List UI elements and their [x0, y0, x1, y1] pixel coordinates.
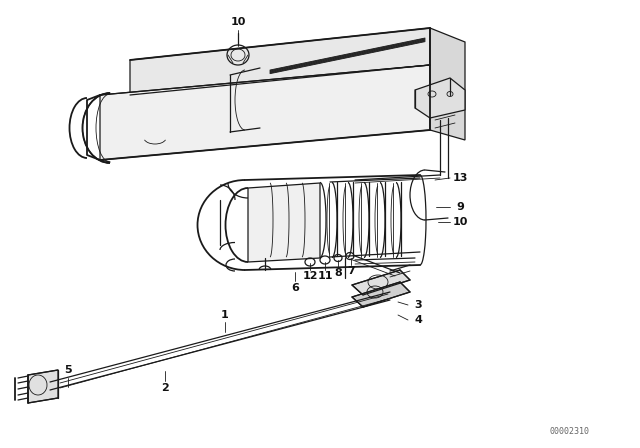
Text: 8: 8 [334, 268, 342, 278]
Text: 5: 5 [64, 365, 72, 375]
Text: 10: 10 [230, 17, 246, 27]
Polygon shape [352, 270, 410, 295]
Text: 6: 6 [291, 283, 299, 293]
Text: 1: 1 [221, 310, 229, 320]
Text: 12: 12 [302, 271, 317, 281]
Polygon shape [415, 78, 465, 118]
Polygon shape [130, 28, 430, 95]
Polygon shape [100, 65, 430, 160]
Text: 3: 3 [414, 300, 422, 310]
Text: 7: 7 [347, 266, 355, 276]
Polygon shape [28, 370, 58, 403]
Text: 10: 10 [452, 217, 468, 227]
Polygon shape [248, 183, 320, 262]
Text: 13: 13 [452, 173, 468, 183]
Text: 11: 11 [317, 271, 333, 281]
Text: 4: 4 [414, 315, 422, 325]
Text: 00002310: 00002310 [550, 427, 590, 436]
Text: 9: 9 [456, 202, 464, 212]
Polygon shape [430, 28, 465, 140]
Text: 2: 2 [161, 383, 169, 393]
Polygon shape [352, 282, 410, 307]
